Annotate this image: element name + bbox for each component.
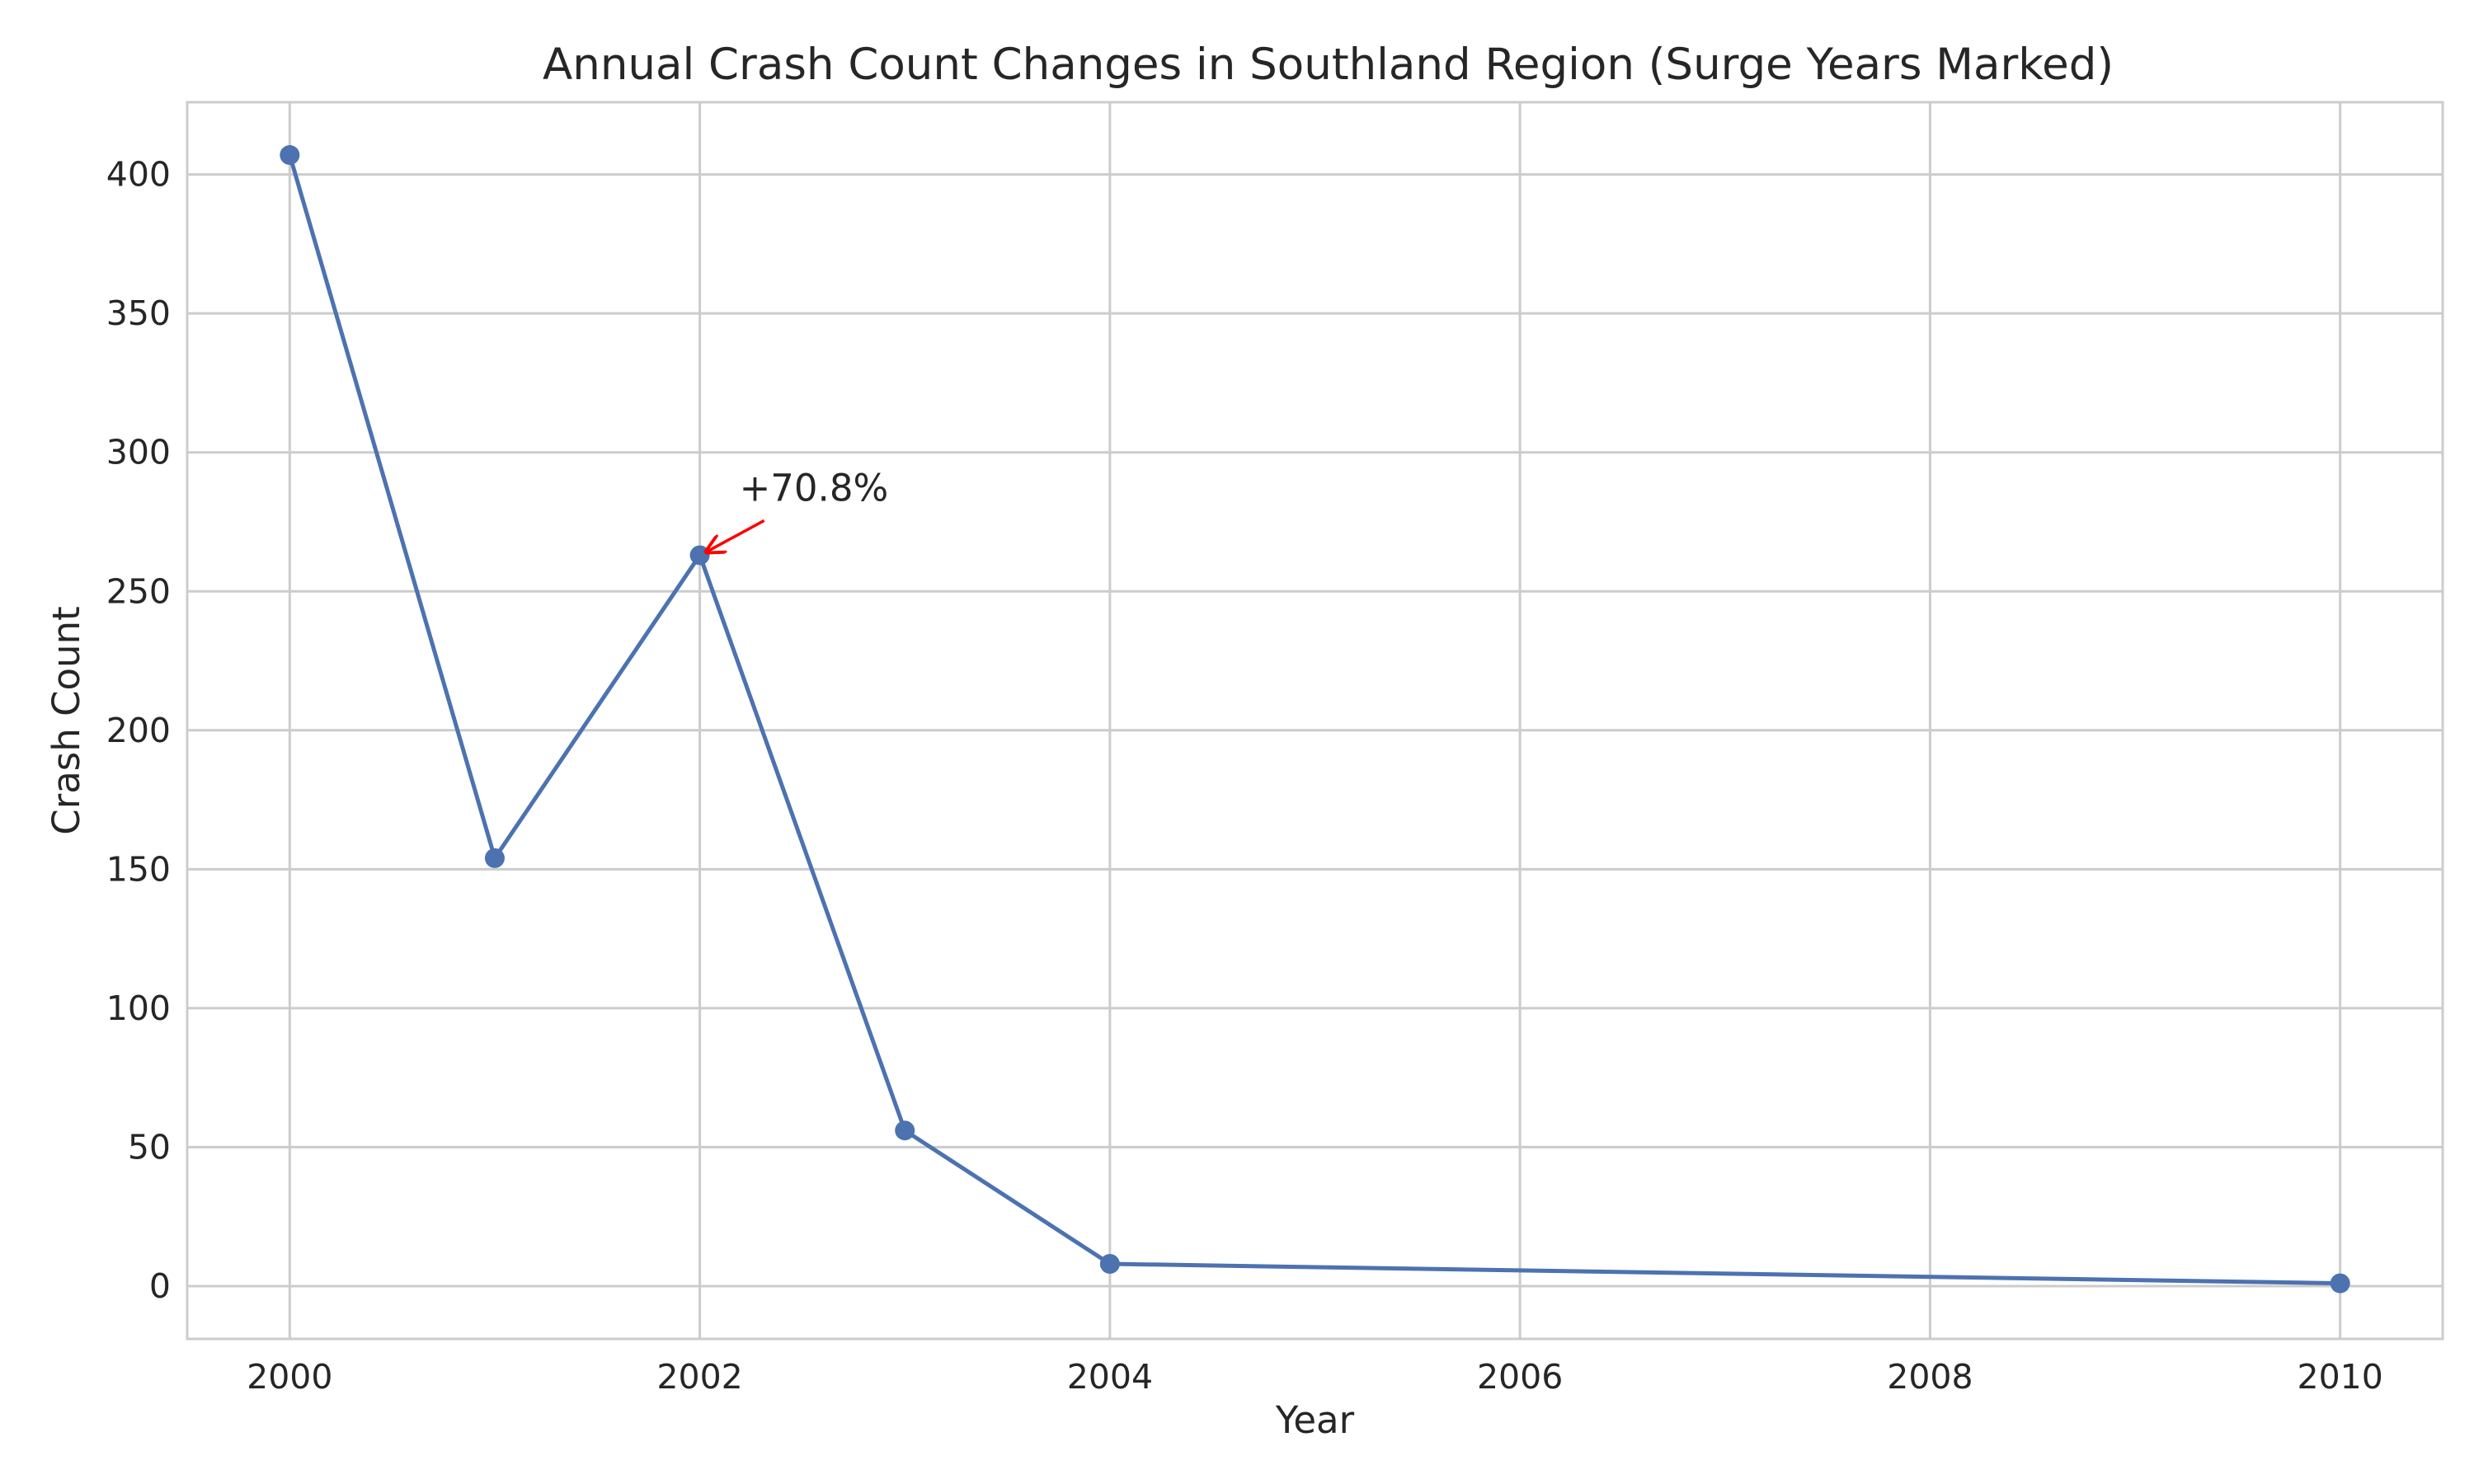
x-tick-label: 2006 xyxy=(1477,1357,1563,1397)
annotation-arrow xyxy=(707,520,764,552)
chart-title: Annual Crash Count Changes in Southland … xyxy=(543,40,2114,90)
y-tick-label: 150 xyxy=(106,849,171,889)
y-tick-label: 50 xyxy=(128,1127,171,1167)
series-line xyxy=(289,155,2340,1284)
x-tick-label: 2002 xyxy=(656,1357,742,1397)
x-axis-label: Year xyxy=(1275,1398,1355,1442)
y-tick-label: 350 xyxy=(106,294,171,333)
data-point xyxy=(485,848,505,868)
y-tick-label: 400 xyxy=(106,155,171,195)
y-tick-label: 0 xyxy=(149,1266,171,1306)
y-axis-label: Crash Count xyxy=(45,606,88,834)
data-point xyxy=(1100,1254,1120,1274)
y-tick-label: 250 xyxy=(106,571,171,611)
data-point xyxy=(280,145,299,165)
annotations: +70.8% xyxy=(707,466,889,552)
data-point xyxy=(2331,1274,2350,1294)
data-point xyxy=(690,545,710,565)
plot-area-frame xyxy=(187,102,2443,1339)
annotation-label: +70.8% xyxy=(740,466,889,510)
y-axis-ticks: 0 50 100 150 200 250 300 350 400 xyxy=(106,155,171,1306)
x-axis-ticks: 2000 2002 2004 2006 2008 2010 xyxy=(247,1357,2383,1397)
x-tick-label: 2008 xyxy=(1887,1357,1973,1397)
grid xyxy=(187,102,2443,1339)
y-tick-label: 100 xyxy=(106,989,171,1028)
data-point xyxy=(895,1120,915,1140)
y-tick-label: 300 xyxy=(106,433,171,472)
x-tick-label: 2004 xyxy=(1067,1357,1153,1397)
x-tick-label: 2000 xyxy=(247,1357,332,1397)
y-tick-label: 200 xyxy=(106,711,171,750)
x-tick-label: 2010 xyxy=(2298,1357,2383,1397)
